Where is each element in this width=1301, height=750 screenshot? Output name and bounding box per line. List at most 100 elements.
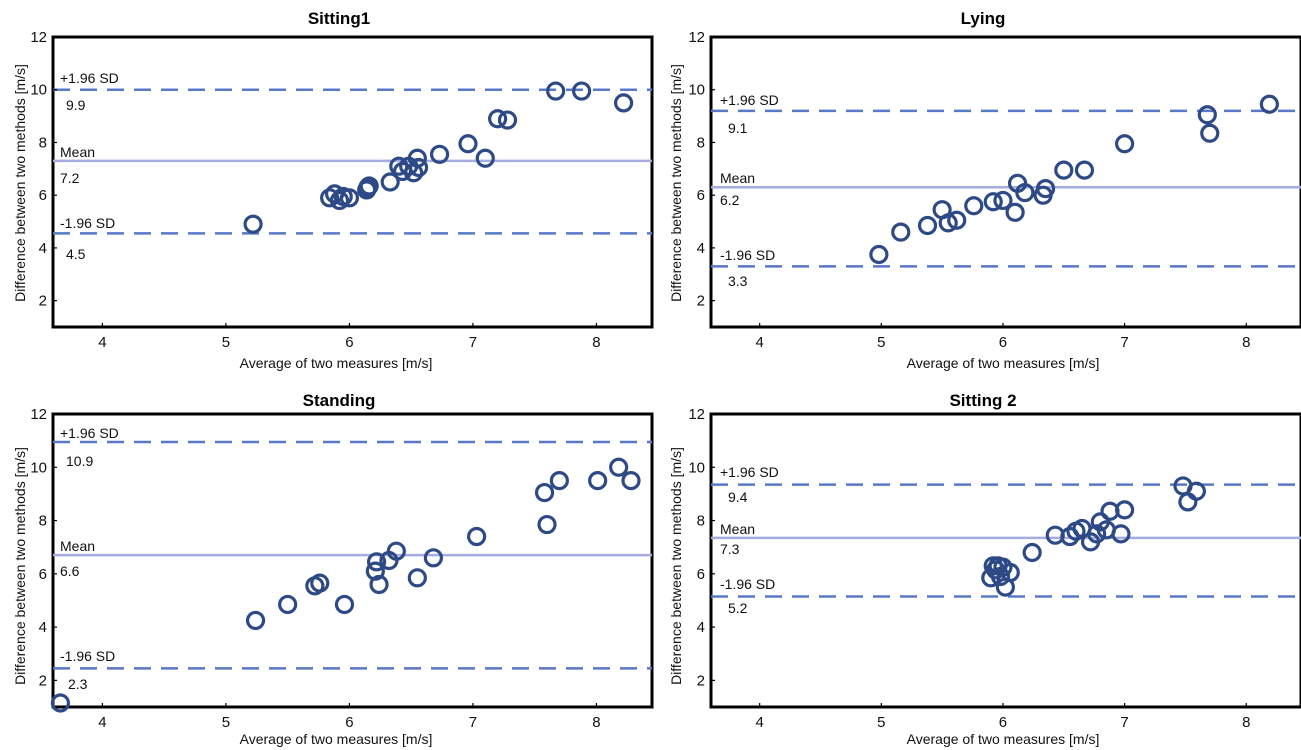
data-point bbox=[546, 81, 566, 101]
data-point bbox=[534, 482, 555, 503]
data-point bbox=[1074, 160, 1095, 180]
x-tick-label: 8 bbox=[1242, 334, 1250, 351]
data-point bbox=[983, 192, 1003, 212]
data-point bbox=[869, 244, 889, 265]
x-tick-label: 6 bbox=[345, 334, 353, 351]
data-point bbox=[1111, 524, 1131, 544]
x-tick-label: 4 bbox=[98, 714, 106, 731]
y-tick-label: 2 bbox=[39, 293, 47, 310]
y-tick-label: 12 bbox=[688, 406, 705, 423]
data-point bbox=[423, 548, 443, 568]
data-point bbox=[621, 470, 641, 491]
data-point bbox=[891, 222, 911, 242]
x-tick-label: 4 bbox=[755, 714, 763, 731]
plot-frame bbox=[709, 412, 1301, 709]
upper-loa-value: 10.9 bbox=[66, 453, 93, 469]
lower-loa-value: 3.3 bbox=[728, 273, 748, 289]
data-point bbox=[475, 148, 495, 168]
lower-loa-value: 2.3 bbox=[68, 676, 88, 692]
data-point bbox=[334, 594, 355, 615]
data-point bbox=[329, 190, 350, 211]
data-point bbox=[1005, 202, 1025, 222]
data-point bbox=[366, 552, 387, 572]
x-axis-label: Average of two measures [m/s] bbox=[240, 731, 433, 747]
x-tick-label: 7 bbox=[1120, 714, 1128, 731]
data-point bbox=[50, 693, 71, 713]
upper-loa-label: +1.96 SD bbox=[60, 70, 119, 86]
y-tick-label: 2 bbox=[39, 672, 47, 689]
mean-label: Mean bbox=[720, 170, 755, 186]
data-point bbox=[537, 514, 557, 535]
data-point bbox=[310, 573, 330, 593]
data-point bbox=[609, 457, 629, 477]
x-tick-label: 8 bbox=[592, 334, 600, 351]
y-tick-label: 4 bbox=[697, 619, 705, 636]
data-point bbox=[407, 568, 427, 588]
plot-frame bbox=[51, 35, 654, 329]
upper-loa-label: +1.96 SD bbox=[720, 464, 779, 480]
mean-value: 7.2 bbox=[60, 170, 80, 186]
data-point bbox=[380, 172, 400, 192]
data-point bbox=[243, 214, 263, 234]
data-point bbox=[993, 190, 1013, 211]
data-point bbox=[1178, 492, 1198, 512]
data-point bbox=[407, 148, 427, 168]
lower-loa-label: -1.96 SD bbox=[720, 576, 775, 592]
data-point bbox=[1022, 542, 1042, 563]
lower-loa-value: 4.5 bbox=[66, 246, 86, 262]
data-point bbox=[359, 176, 379, 196]
mean-label: Mean bbox=[60, 538, 95, 554]
panel-title: Sitting1 bbox=[308, 9, 370, 28]
x-tick-label: 6 bbox=[999, 714, 1007, 731]
y-tick-label: 2 bbox=[697, 672, 705, 689]
y-tick-label: 12 bbox=[30, 406, 47, 423]
data-point bbox=[1035, 178, 1056, 199]
plot-frame bbox=[51, 412, 654, 709]
data-point bbox=[278, 594, 298, 615]
y-tick-label: 8 bbox=[697, 134, 705, 151]
data-point bbox=[1000, 562, 1020, 583]
data-point bbox=[917, 215, 938, 236]
data-point bbox=[408, 157, 429, 178]
data-point bbox=[588, 470, 608, 491]
mean-label: Mean bbox=[60, 144, 95, 160]
x-tick-label: 6 bbox=[999, 334, 1007, 351]
upper-loa-label: +1.96 SD bbox=[60, 425, 119, 441]
upper-loa-value: 9.9 bbox=[66, 97, 86, 113]
data-point bbox=[549, 470, 569, 491]
y-axis-label: Difference between two methods [m/s] bbox=[12, 447, 28, 685]
x-tick-label: 6 bbox=[345, 714, 353, 731]
x-axis-label: Average of two measures [m/s] bbox=[240, 355, 433, 371]
panel-title: Standing bbox=[303, 391, 376, 410]
mean-label: Mean bbox=[720, 521, 755, 537]
lower-loa-label: -1.96 SD bbox=[720, 247, 775, 263]
data-point bbox=[429, 144, 450, 164]
data-point bbox=[369, 574, 389, 595]
mean-value: 6.2 bbox=[720, 192, 740, 208]
y-tick-label: 6 bbox=[697, 187, 705, 204]
y-tick-label: 6 bbox=[697, 566, 705, 583]
y-tick-label: 4 bbox=[39, 619, 47, 636]
data-point bbox=[1087, 524, 1107, 544]
x-tick-label: 5 bbox=[222, 334, 230, 351]
y-tick-label: 8 bbox=[697, 513, 705, 530]
panel-sitting1: Sitting1 Average of two measures [m/s] D… bbox=[12, 9, 654, 371]
data-point bbox=[1115, 500, 1135, 520]
data-point bbox=[386, 541, 406, 561]
y-tick-label: 4 bbox=[697, 240, 705, 257]
data-point bbox=[1186, 481, 1206, 501]
x-tick-label: 7 bbox=[1120, 334, 1128, 351]
data-point bbox=[458, 134, 478, 154]
data-point bbox=[964, 196, 984, 216]
data-point bbox=[938, 213, 958, 233]
x-tick-label: 4 bbox=[98, 334, 106, 351]
x-axis-label: Average of two measures [m/s] bbox=[907, 731, 1100, 747]
y-tick-label: 4 bbox=[39, 240, 47, 257]
x-tick-label: 4 bbox=[755, 334, 763, 351]
data-point bbox=[613, 93, 634, 113]
mean-value: 7.3 bbox=[720, 541, 740, 557]
data-point bbox=[990, 566, 1011, 587]
y-tick-label: 12 bbox=[688, 29, 705, 46]
data-point bbox=[339, 188, 360, 208]
